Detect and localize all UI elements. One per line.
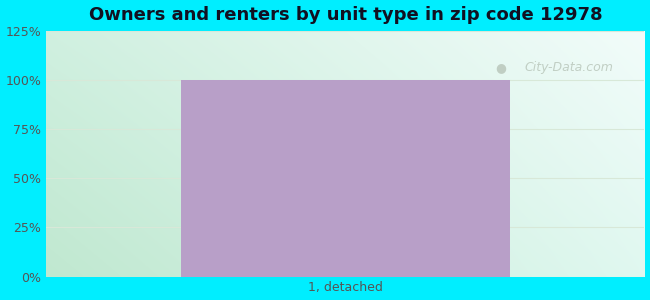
Text: City-Data.com: City-Data.com [525, 61, 614, 74]
Bar [181, 80, 510, 277]
Title: Owners and renters by unit type in zip code 12978: Owners and renters by unit type in zip c… [88, 6, 602, 24]
Text: ●: ● [495, 61, 506, 74]
